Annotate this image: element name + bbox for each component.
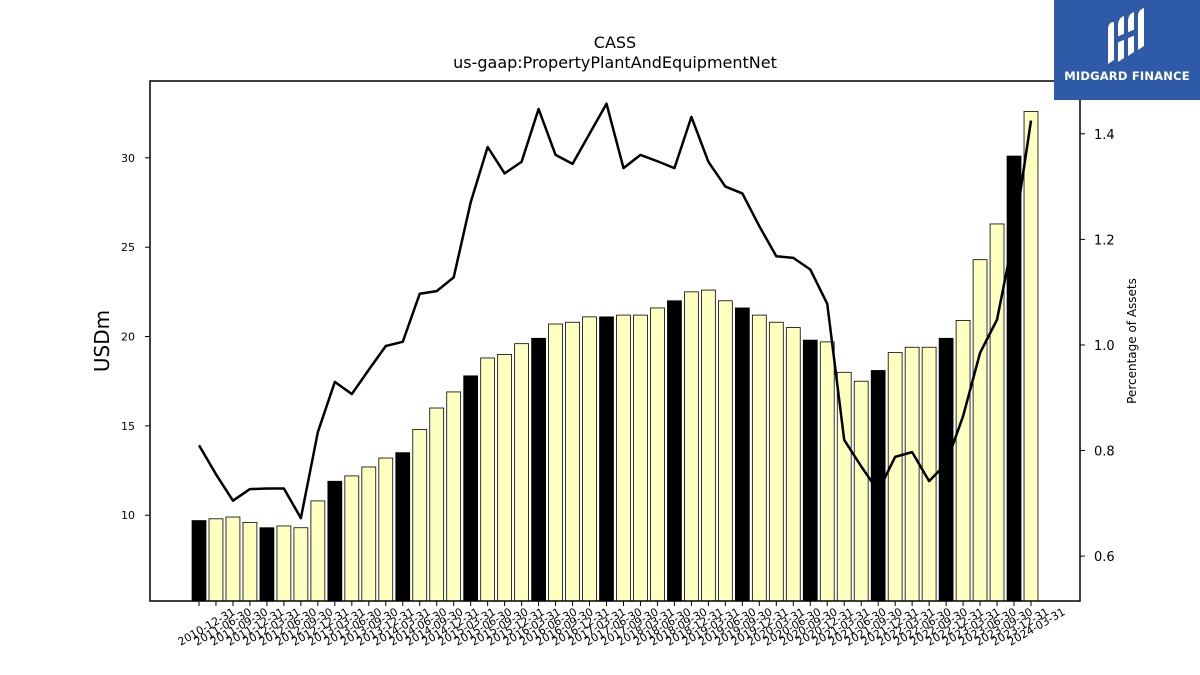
bar-2013-12-31 [395,452,411,602]
bar-2017-06-30 [633,314,648,602]
bar-2019-09-30 [785,327,801,602]
bar-2013-03-31 [344,475,360,602]
bar-2017-09-30 [650,307,665,602]
bar-2022-09-30 [989,223,1005,602]
bar-2019-06-30 [768,321,784,602]
brand-logo-icon [1108,8,1144,64]
bar-2012-03-31 [276,525,292,602]
bar-2022-03-31 [955,320,971,602]
bar-2013-09-30 [378,457,394,602]
brand-name: MIDGARD FINANCE [1064,69,1190,83]
bar-2019-12-31 [802,339,818,602]
bar-2014-12-31 [463,375,479,602]
bar-2016-03-31 [548,323,563,602]
bar-2014-06-30 [429,407,445,602]
bar-2021-03-31 [887,352,903,602]
bar-2012-09-30 [310,500,326,602]
y-axis-label: USDm [90,310,114,372]
bar-2011-03-31 [208,518,224,602]
bar-2020-09-30 [853,380,869,602]
brand-logo: MIDGARD FINANCE [1054,0,1200,100]
bar-2016-12-31 [599,316,614,602]
bar-2010-12-31 [191,520,207,602]
bar-2017-12-31 [667,300,682,602]
y-tick-label-25: 25 [121,241,135,254]
bar-2012-12-31 [327,480,343,602]
bar-2023-03-31 [1023,110,1039,602]
y2-tick-label-2: 1.0 [1094,339,1115,354]
y2-tick-label-4: 1.4 [1094,128,1115,143]
bar-2016-09-30 [582,316,597,602]
y2-axis-label: Percentage of Assets [1125,278,1139,404]
y-tick-label-10: 10 [121,509,135,522]
y2-tick-label-1: 0.8 [1094,445,1115,460]
plot-area: 10152025300.60.81.01.21.42010-12-312011-… [121,80,1115,649]
plot-frame [149,80,1081,602]
bar-2015-03-31 [480,357,496,602]
bar-2017-03-31 [616,314,631,602]
y-tick-label-15: 15 [121,420,135,433]
bar-2021-06-30 [904,346,920,602]
bar-2022-06-30 [972,259,988,602]
bar-2018-09-30 [718,300,733,602]
bar-2016-06-30 [565,321,580,602]
chart-title: CASS [594,33,636,52]
bar-2018-06-30 [701,289,716,602]
bar-2018-12-31 [734,307,750,602]
bar-2014-03-31 [412,429,428,602]
y2-tick-label-0: 0.6 [1094,550,1115,565]
bar-2011-06-30 [225,516,241,602]
bar-2012-06-30 [293,527,309,602]
bar-2014-09-30 [446,391,462,602]
y-tick-label-30: 30 [121,152,135,165]
bar-2022-12-31 [1006,155,1022,602]
bar-2020-03-31 [819,341,835,602]
bar-2015-12-31 [531,337,546,602]
bar-2013-06-30 [361,466,377,602]
bar-2018-03-31 [684,291,699,602]
bar-2019-03-31 [751,314,767,602]
line-percentage-of-assets [197,102,1033,520]
bar-2011-09-30 [242,521,258,602]
bar-2015-06-30 [497,353,512,602]
y-tick-label-20: 20 [121,331,135,344]
chart-subtitle: us-gaap:PropertyPlantAndEquipmentNet [453,53,777,72]
y2-tick-label-3: 1.2 [1094,233,1115,248]
bar-2011-12-31 [259,527,275,602]
bar-2015-09-30 [514,343,529,602]
